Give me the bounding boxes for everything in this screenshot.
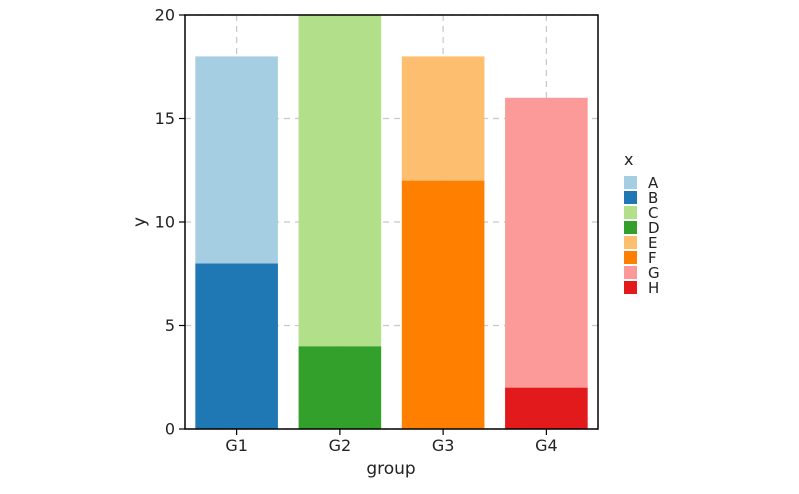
x-tick-label: G1: [225, 436, 248, 455]
x-axis-title: group: [366, 459, 415, 479]
x-tick-label: G4: [535, 436, 558, 455]
legend-swatch-H: [624, 281, 637, 294]
legend-swatch-F: [624, 251, 637, 264]
legend-swatch-B: [624, 191, 637, 204]
legend-swatch-E: [624, 236, 637, 249]
legend-swatch-G: [624, 266, 637, 279]
x-tick-label: G3: [432, 436, 455, 455]
bar-G3-F: [401, 180, 485, 429]
legend-swatch-C: [624, 206, 637, 219]
bars: [195, 15, 588, 429]
legend-label-A: A: [648, 174, 659, 192]
bar-G4-G: [505, 97, 588, 388]
bar-G1-B: [195, 263, 278, 429]
y-tick-label: 20: [155, 6, 175, 25]
y-tick-label: 10: [155, 213, 175, 232]
y-tick-label: 5: [165, 316, 175, 335]
bar-G1-A: [195, 56, 278, 264]
legend-label-D: D: [648, 219, 660, 237]
axes: 0 5 10 15 20 G1 G2 G3 G4: [155, 6, 558, 456]
y-axis-title: y: [130, 217, 150, 227]
bar-G2-D: [298, 346, 382, 429]
legend-label-F: F: [648, 249, 657, 267]
legend-swatch-A: [624, 176, 637, 189]
bar-G3-E: [401, 56, 485, 181]
y-tick-label: 0: [165, 420, 175, 439]
bar-G2-C: [298, 15, 382, 347]
legend-label-G: G: [648, 264, 660, 282]
legend-label-C: C: [648, 204, 658, 222]
legend-label-E: E: [648, 234, 657, 252]
x-tick-label: G2: [329, 436, 352, 455]
legend-label-B: B: [648, 189, 658, 207]
legend-title: x: [624, 150, 633, 169]
bar-G4-H: [505, 387, 588, 429]
legend-swatch-D: [624, 221, 637, 234]
legend-label-H: H: [648, 279, 659, 297]
y-tick-label: 15: [155, 109, 175, 128]
